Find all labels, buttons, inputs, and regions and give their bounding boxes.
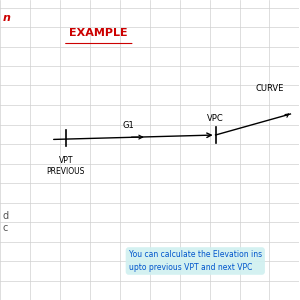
Text: You can calculate the Elevation ins
upto previous VPT and next VPC: You can calculate the Elevation ins upto… (129, 250, 262, 272)
Text: VPC: VPC (207, 114, 224, 123)
Text: d: d (3, 211, 9, 221)
Text: n: n (3, 13, 11, 23)
Text: G1: G1 (123, 122, 135, 130)
Text: EXAMPLE: EXAMPLE (70, 28, 128, 38)
Text: CURVE: CURVE (255, 84, 284, 93)
Text: VPT
PREVIOUS: VPT PREVIOUS (47, 156, 85, 176)
Text: c: c (3, 223, 8, 233)
